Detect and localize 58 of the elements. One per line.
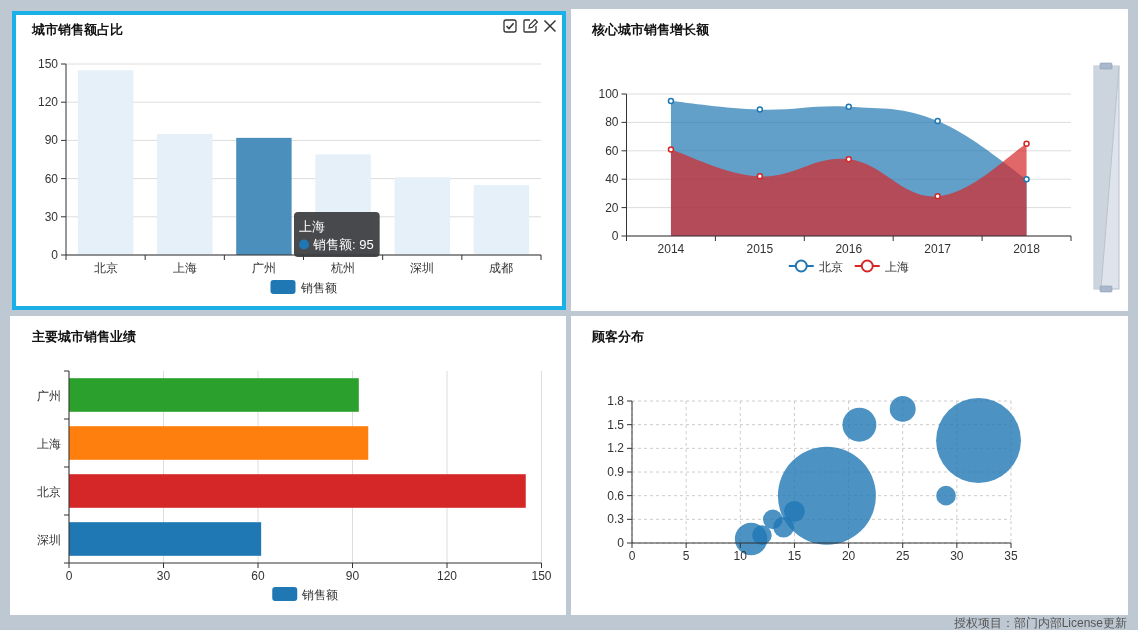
x-tick-label: 2016 [835, 242, 863, 256]
x-tick-label: 成都 [489, 261, 514, 275]
x-tick-label: 2018 [1013, 242, 1041, 256]
annotation: 上海 [299, 219, 325, 234]
x-tick-label: 0 [65, 569, 73, 583]
y-tick-label: 广州 [37, 388, 61, 403]
x-tick-label: 0 [628, 549, 636, 563]
y-tick-label: 上海 [37, 436, 61, 451]
y-tick-label: 0 [617, 536, 625, 550]
x-tick-label: 2017 [924, 242, 952, 256]
y-tick-label: 40 [605, 172, 619, 187]
chart-title: 核心城市销售增长额 [591, 22, 710, 37]
x-tick-label: 150 [531, 569, 552, 583]
x-tick-label: 5 [682, 549, 690, 563]
y-tick-label: 80 [605, 115, 619, 130]
x-tick-label: 25 [896, 549, 910, 563]
x-tick-label: 2014 [657, 242, 685, 256]
y-tick-label: 60 [605, 143, 619, 158]
y-tick-label: 90 [44, 133, 59, 148]
x-tick-label: 60 [251, 569, 265, 583]
y-tick-label: 20 [605, 200, 619, 215]
y-tick-label: 深圳 [37, 532, 61, 547]
x-tick-label: 30 [950, 549, 964, 563]
chart-title: 顾客分布 [591, 329, 644, 344]
chart-title: 主要城市销售业绩 [31, 329, 136, 344]
y-tick-label: 0.9 [607, 465, 625, 479]
x-tick-label: 15 [787, 549, 802, 563]
y-tick-label: 0.6 [607, 488, 625, 503]
text: 授权项目：部门内部License更新 [953, 616, 1127, 630]
chart-title: 城市销售额占比 [31, 22, 123, 37]
y-tick-label: 1.2 [607, 441, 625, 456]
y-tick-label: 1.5 [607, 417, 625, 432]
y-tick-label: 0 [611, 229, 619, 243]
x-tick-label: 120 [436, 569, 458, 583]
tooltip: 上海 销售额: 95 [294, 212, 380, 257]
y-tick-label: 120 [37, 95, 59, 110]
x-tick-label: 30 [156, 569, 171, 583]
y-tick-label: 60 [44, 171, 59, 186]
y-tick-label: 0.3 [607, 512, 625, 527]
legend-label: 销售额 [301, 587, 339, 602]
x-tick-label: 35 [1004, 549, 1018, 563]
y-tick-label: 北京 [37, 484, 61, 499]
x-tick-label: 90 [345, 569, 360, 583]
y-tick-label: 30 [44, 209, 59, 224]
x-tick-label: 10 [733, 549, 748, 563]
x-tick-label: 深圳 [410, 261, 435, 275]
x-tick-label: 20 [841, 549, 856, 563]
legend: 销售额 [272, 587, 339, 602]
x-tick-label: 上海 [172, 261, 197, 275]
y-tick-label: 100 [598, 87, 619, 101]
annotation: 销售额: 95 [312, 237, 374, 252]
legend: 销售额 [270, 280, 337, 295]
x-tick-label: 北京 [93, 261, 118, 275]
x-tick-label: 杭州 [330, 261, 356, 275]
x-tick-label: 2015 [746, 242, 774, 256]
y-tick-label: 1.8 [607, 394, 625, 408]
x-tick-label: 广州 [251, 261, 276, 275]
y-tick-label: 150 [37, 57, 59, 71]
